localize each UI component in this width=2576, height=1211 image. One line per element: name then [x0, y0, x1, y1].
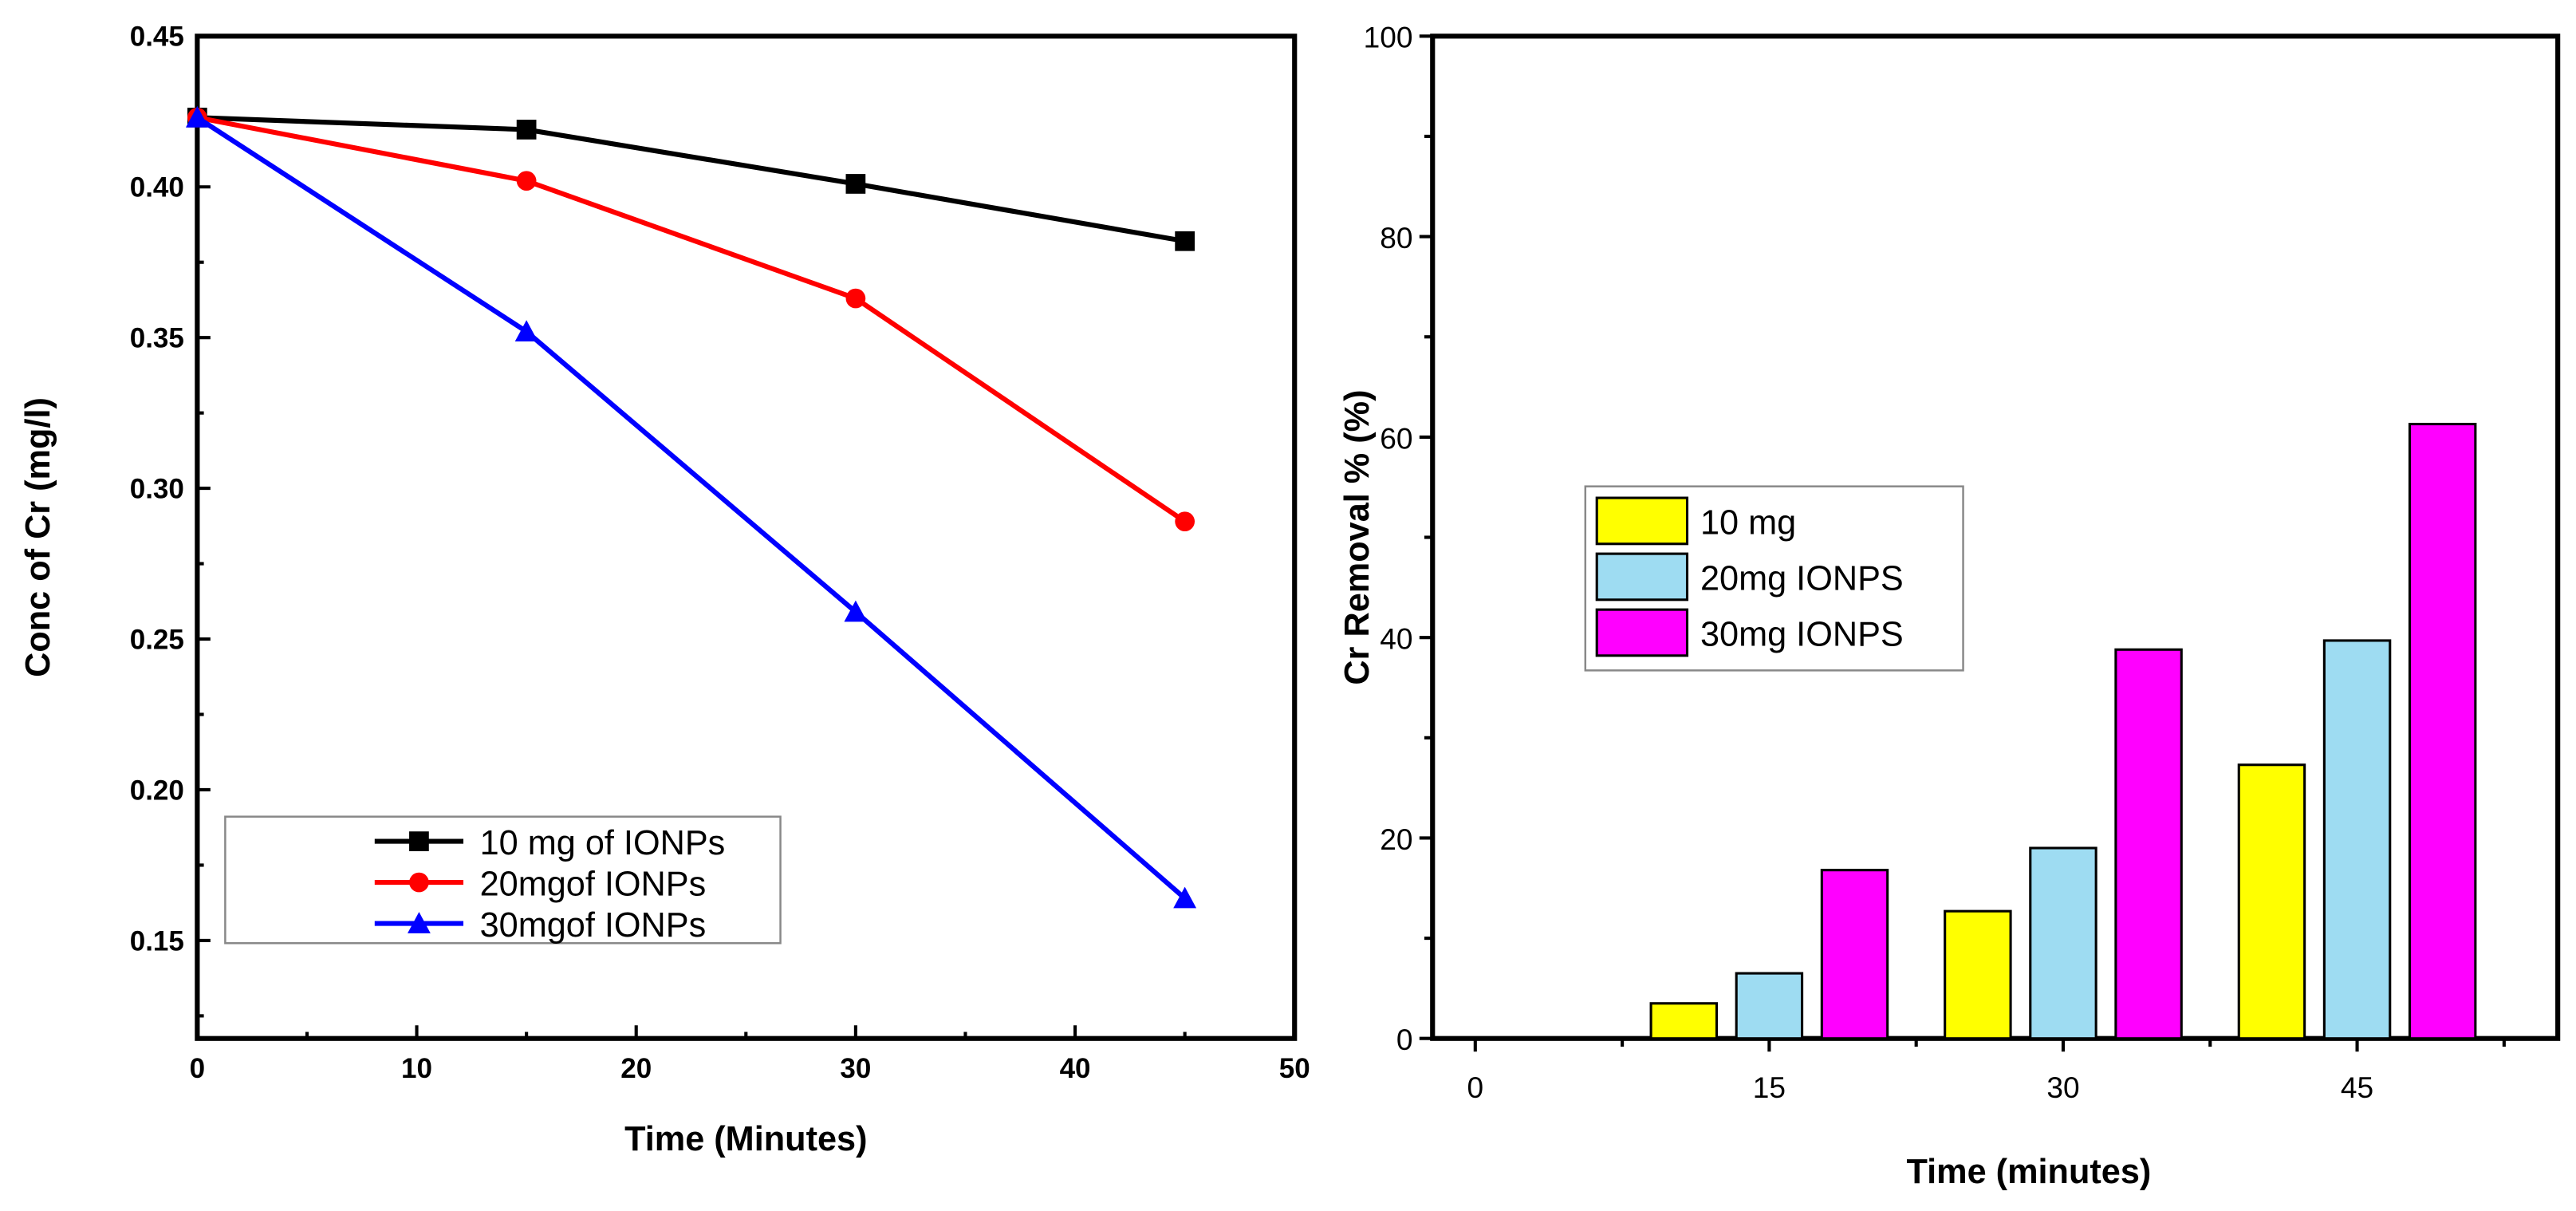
bar-3-45: [2408, 423, 2477, 1040]
circle-marker: [1175, 511, 1195, 532]
x-tick-label: 15: [1753, 1071, 1786, 1104]
legend-item: 20mgof IONPs: [374, 866, 707, 904]
line-chart-conc: Time (Minutes) Conc of Cr (mg/l) 0 10 20 30…: [19, 22, 1310, 1158]
series-3: [185, 105, 1197, 909]
series-line: [195, 115, 1187, 901]
y-tick-label: 0.40: [130, 172, 184, 203]
series-1: [187, 107, 1195, 251]
triangle-marker: [844, 600, 868, 622]
x-tick-label: 0: [1467, 1071, 1483, 1104]
y-tick-label: 100: [1364, 21, 1413, 54]
series-line: [196, 115, 1187, 524]
y-axis-label: Cr Removal % (%): [1338, 389, 1377, 684]
x-tick-label: 40: [1060, 1053, 1091, 1084]
y-tick-label: 0: [1396, 1023, 1413, 1056]
triangle-marker: [185, 105, 209, 128]
x-axis-label: Time (Minutes): [624, 1120, 867, 1158]
triangle-marker: [1173, 886, 1197, 909]
y-tick-label: 0.15: [130, 925, 184, 957]
y-tick-label: 0.45: [130, 22, 184, 53]
legend-label: 20mg IONPS: [1700, 559, 1904, 598]
legend-item: 30mgof IONPs: [374, 906, 707, 945]
x-tick-label: 20: [620, 1053, 652, 1084]
x-tick-label: 45: [2341, 1071, 2373, 1104]
legend-item: 30mg IONPS: [1595, 608, 1904, 657]
y-tick-label: 0.25: [130, 624, 184, 655]
y-tick-label: 60: [1380, 421, 1412, 455]
legend-label: 30mg IONPS: [1700, 615, 1904, 653]
legend-label: 10 mg of IONPs: [480, 824, 726, 862]
square-marker: [516, 120, 537, 140]
bar-1-30: [1944, 909, 2012, 1040]
x-tick-label: 30: [840, 1053, 871, 1084]
x-tick-label: 50: [1279, 1053, 1310, 1084]
x-axis-label: Time (minutes): [1907, 1153, 2152, 1191]
legend-label: 10 mg: [1700, 503, 1796, 542]
legend-item: 10 mg: [1595, 496, 1796, 546]
legend-label: 30mgof IONPs: [480, 906, 707, 945]
bar-chart-removal: Time (minutes) Cr Removal % (%) 0 15 30 45 0…: [1338, 21, 2561, 1191]
bar-2-15: [1735, 972, 1804, 1040]
series-2: [187, 107, 1195, 532]
bar-2-30: [2029, 846, 2097, 1040]
legend: 10 mg 20mg IONPS 30mg IONPS: [1584, 485, 1964, 672]
legend-item: 20mg IONPS: [1595, 552, 1904, 602]
square-marker: [1175, 231, 1195, 251]
triangle-marker: [514, 320, 538, 341]
legend-label: 20mgof IONPs: [480, 866, 707, 904]
y-tick-label: 20: [1380, 822, 1412, 856]
x-tick-label: 10: [401, 1053, 432, 1084]
legend-item: 10 mg of IONPs: [374, 824, 726, 862]
x-tick-label: 30: [2046, 1071, 2079, 1104]
circle-marker: [516, 171, 537, 191]
y-tick-label: 0.30: [130, 473, 184, 504]
y-tick-label: 80: [1380, 221, 1412, 254]
bar-3-15: [1820, 869, 1889, 1040]
square-marker: [409, 831, 429, 851]
x-tick-label: 0: [190, 1053, 205, 1084]
bar-3-30: [2114, 648, 2183, 1040]
y-tick-label: 0.35: [130, 323, 184, 354]
triangle-marker: [408, 912, 431, 933]
bar-1-15: [1649, 1002, 1719, 1040]
series-line: [197, 115, 1186, 244]
square-marker: [845, 174, 866, 194]
circle-marker: [845, 288, 866, 309]
y-tick-label: 0.20: [130, 775, 184, 806]
bar-2-45: [2322, 639, 2392, 1040]
legend-swatch: [1595, 608, 1689, 657]
legend-swatch: [1595, 496, 1689, 546]
circle-marker: [409, 872, 429, 893]
legend-swatch: [1595, 552, 1689, 602]
y-tick-label: 40: [1380, 622, 1412, 656]
y-axis-label: Conc of Cr (mg/l): [19, 397, 57, 677]
bar-1-45: [2237, 763, 2306, 1040]
